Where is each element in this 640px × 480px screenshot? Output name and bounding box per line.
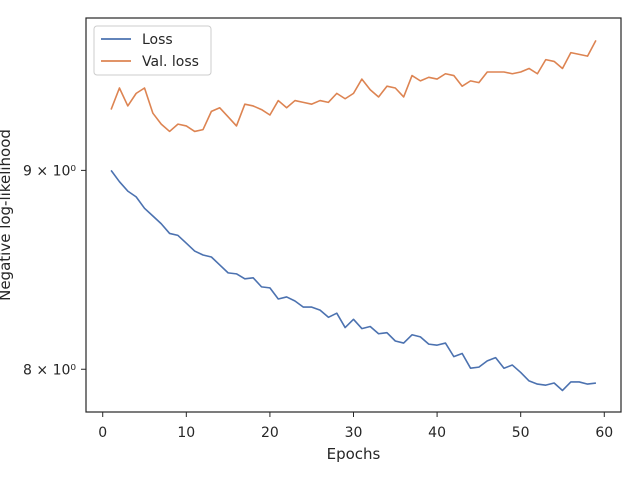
- x-tick-label: 40: [428, 425, 446, 441]
- y-axis-title: Negative log-likelihood: [0, 129, 14, 301]
- x-tick-label: 10: [177, 425, 195, 441]
- x-tick-label: 30: [345, 425, 363, 441]
- plot-area: [85, 17, 622, 413]
- x-tick-label: 0: [98, 425, 107, 441]
- x-axis-title: Epochs: [327, 445, 381, 463]
- x-tick-label: 20: [261, 425, 279, 441]
- legend-label-loss: Loss: [142, 32, 173, 48]
- series-line-loss: [110, 169, 597, 392]
- legend: Loss Val. loss: [93, 25, 212, 76]
- y-axis-ticks: 8 × 10⁰ 9 × 10⁰: [23, 163, 86, 378]
- legend-label-val-loss: Val. loss: [142, 54, 199, 70]
- x-tick-label: 50: [512, 425, 530, 441]
- series-line-val-loss: [110, 40, 597, 133]
- series-layer: [110, 40, 597, 392]
- y-tick-label: 8 × 10⁰: [23, 362, 76, 378]
- x-axis-ticks: 0 10 20 30 40 50 60: [98, 412, 613, 441]
- y-tick-label: 9 × 10⁰: [23, 163, 76, 179]
- x-tick-label: 60: [595, 425, 613, 441]
